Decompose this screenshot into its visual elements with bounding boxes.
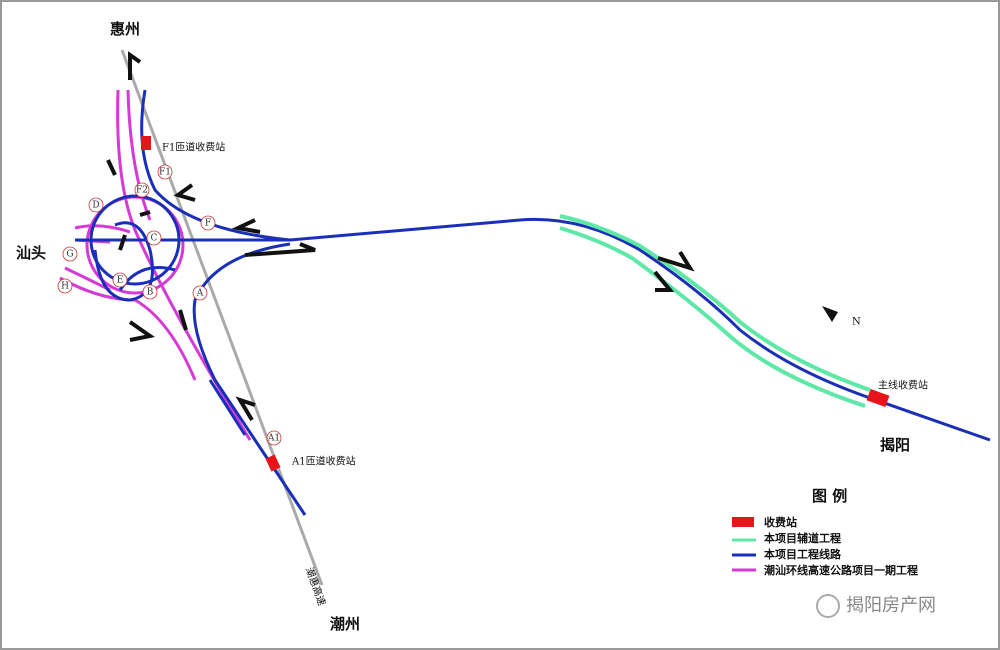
ramp-circle bbox=[200, 215, 216, 231]
legend-swatch bbox=[732, 517, 754, 527]
existing-road bbox=[120, 49, 324, 586]
ramp-circle bbox=[62, 246, 78, 262]
ramp-circle bbox=[266, 430, 282, 446]
legend-item: 潮汕环线高速公路项目一期工程 bbox=[764, 563, 918, 577]
ramp-circle bbox=[134, 182, 150, 198]
ramp-circle bbox=[146, 230, 162, 246]
legend-title: 图 例 bbox=[812, 487, 847, 505]
ramp-circle bbox=[157, 164, 173, 180]
place-label: 汕头 bbox=[16, 244, 46, 262]
project-roads bbox=[75, 89, 991, 516]
ramp-circle bbox=[57, 278, 73, 294]
ramp-label: A1 bbox=[267, 434, 280, 444]
place-label: 惠州 bbox=[110, 20, 140, 38]
ramp-circle bbox=[192, 285, 208, 301]
ramp-label: G bbox=[66, 250, 73, 260]
ramp-label: A bbox=[196, 289, 204, 299]
watermark-icon bbox=[816, 594, 840, 618]
legend-item: 本项目工程线路 bbox=[764, 547, 842, 561]
ramp-label: E bbox=[117, 276, 124, 286]
toll-label: F1匝道收费站 bbox=[162, 141, 225, 154]
ramp-circle bbox=[112, 272, 128, 288]
place-label: 潮州 bbox=[330, 615, 360, 633]
toll-station-marks bbox=[141, 136, 890, 472]
place-label: 揭阳 bbox=[880, 436, 910, 454]
ramp-labels: D G H F1 F2 F C E B A A1 bbox=[57, 164, 282, 446]
ramp-label: F1 bbox=[159, 168, 171, 178]
compass-label: N bbox=[852, 317, 861, 328]
legend-item: 收费站 bbox=[764, 515, 797, 529]
ramp-label: H bbox=[61, 282, 69, 292]
direction-arrows bbox=[106, 51, 695, 422]
compass-arrow bbox=[822, 306, 838, 322]
ramp-circle bbox=[142, 284, 158, 300]
legend-item: 本项目辅道工程 bbox=[764, 531, 841, 545]
ramp-label: F bbox=[205, 219, 211, 229]
toll-label: 主线收费站 bbox=[878, 379, 928, 392]
watermark: 揭阳房产网 bbox=[846, 595, 936, 616]
ramp-circle bbox=[88, 197, 104, 213]
ramp-label: B bbox=[147, 288, 154, 298]
ramp-label: D bbox=[92, 201, 99, 211]
ramp-label: C bbox=[151, 234, 158, 244]
auxiliary-roads bbox=[559, 214, 871, 408]
ramp-label: F2 bbox=[136, 186, 148, 196]
toll-label: A1匝道收费站 bbox=[291, 455, 356, 468]
